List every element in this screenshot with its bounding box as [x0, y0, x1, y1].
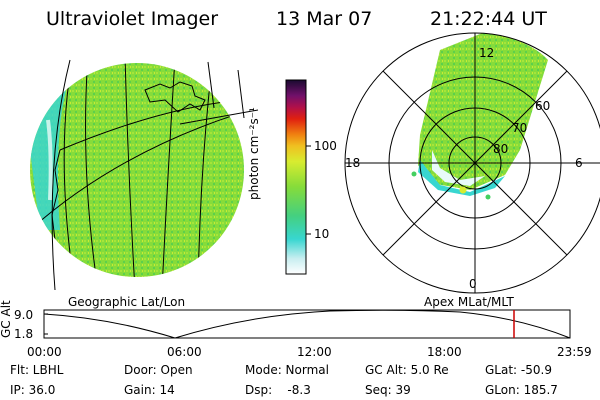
xtick-1200: 12:00: [297, 345, 332, 359]
info-gain: Gain: 14: [124, 383, 175, 397]
info-door: Door: Open: [124, 363, 193, 377]
colorbar-label-text: photon cm⁻²s⁻¹: [247, 107, 261, 200]
apex-label: Apex MLat/MLT: [424, 295, 514, 309]
colorbar-label: photon cm⁻²s⁻¹: [247, 107, 261, 200]
geographic-label: Geographic Lat/Lon: [68, 295, 186, 309]
altitude-ytick-9: 9.0: [14, 308, 34, 322]
info-glon: GLon: 185.7: [485, 383, 558, 397]
earth-image: [30, 59, 259, 291]
colorbar: [285, 79, 307, 275]
colorbar-tick-10: 10: [314, 227, 330, 241]
mlt-label-18: 18: [345, 156, 361, 170]
xtick-1800: 18:00: [427, 345, 462, 359]
info-mode: Mode: Normal: [245, 363, 329, 377]
xtick-0600: 06:00: [167, 345, 202, 359]
mlt-label-0: 0: [469, 277, 477, 291]
info-dsp: Dsp: -8.3: [245, 383, 311, 397]
altitude-plot: [43, 309, 571, 339]
mlt-label-6: 6: [575, 156, 583, 170]
info-filter: Flt: LBHL: [10, 363, 64, 377]
info-ip: IP: 36.0: [10, 383, 56, 397]
polar-plot: [344, 32, 600, 294]
mlat-label-70: 70: [512, 121, 528, 135]
xtick-2359: 23:59: [557, 345, 592, 359]
mlat-label-60: 60: [535, 99, 551, 113]
altitude-ytick-1-8: 1.8: [14, 327, 34, 341]
info-glat: GLat: -50.9: [485, 363, 552, 377]
time-label: 21:22:44 UT: [430, 8, 547, 30]
info-gc-alt: GC Alt: 5.0 Re: [365, 363, 449, 377]
date-label: 13 Mar 07: [276, 8, 373, 30]
colorbar-tick-100: 100: [314, 139, 337, 153]
xtick-0000: 00:00: [27, 345, 62, 359]
info-seq: Seq: 39: [365, 383, 411, 397]
mlt-label-12: 12: [479, 46, 495, 60]
altitude-ylabel: GC Alt: [0, 300, 13, 338]
colorbar-ticks: [306, 145, 311, 235]
mlat-label-80: 80: [493, 142, 509, 156]
app-title: Ultraviolet Imager: [46, 8, 219, 30]
